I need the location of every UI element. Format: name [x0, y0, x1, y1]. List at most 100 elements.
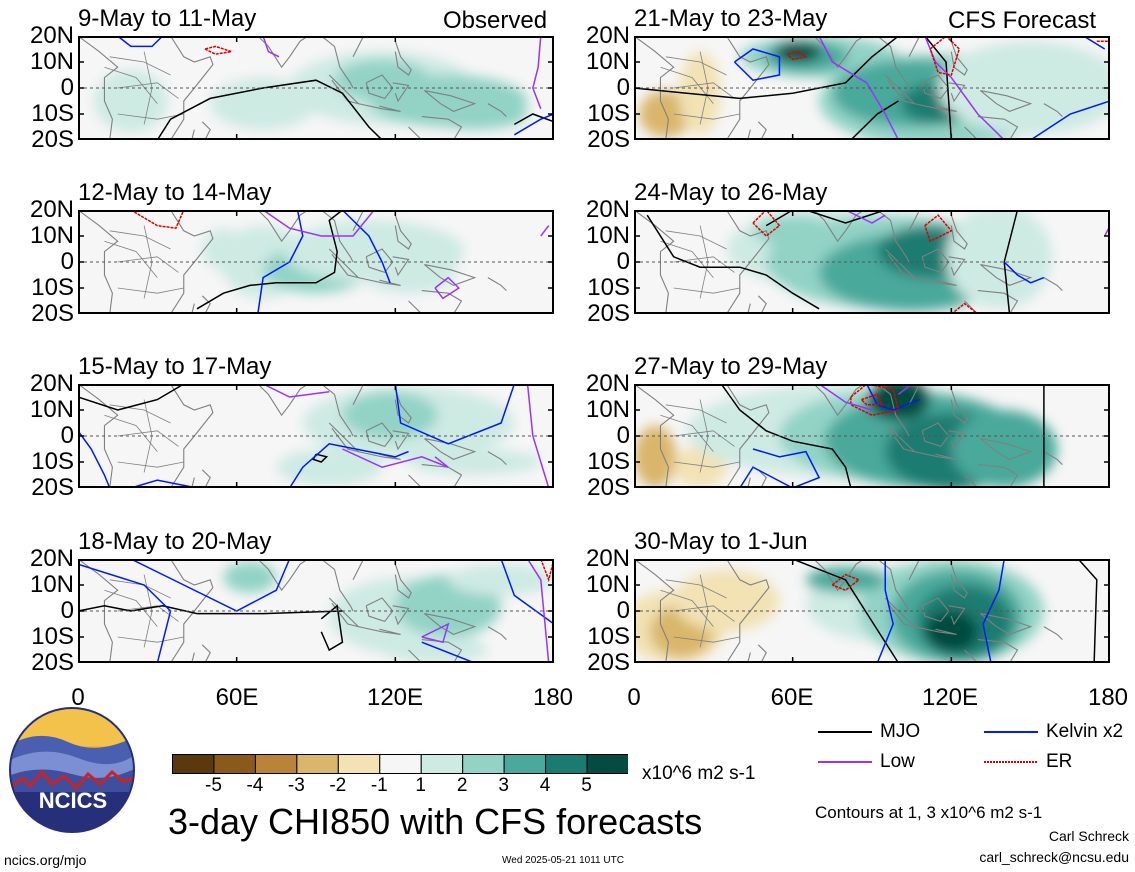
coastline — [392, 256, 410, 277]
coastline — [191, 469, 211, 488]
coastline — [408, 464, 463, 488]
coastline — [908, 36, 921, 58]
colorbar — [172, 754, 628, 774]
coastline — [170, 384, 214, 488]
contour-line — [845, 210, 886, 224]
border-line — [109, 56, 171, 76]
coastline — [78, 384, 119, 488]
coastline — [813, 210, 866, 243]
coastline — [813, 384, 866, 417]
coastline — [170, 210, 214, 314]
contour-line — [860, 393, 884, 406]
y-tick-label: 20N — [29, 196, 74, 223]
x-tick-label: 60E — [215, 684, 259, 711]
colorbar-label: -5 — [205, 775, 222, 796]
contour-line — [739, 448, 821, 488]
coastline — [352, 210, 365, 232]
coastline — [365, 597, 394, 623]
coastline — [950, 564, 968, 599]
contour-line — [78, 605, 343, 615]
coastline — [424, 613, 477, 636]
coastline — [487, 626, 507, 640]
y-tick-label: 0 — [60, 248, 74, 275]
contour-line — [196, 210, 343, 310]
y-tick-label: 0 — [616, 248, 630, 275]
coastline — [921, 597, 950, 623]
contour-line — [78, 563, 172, 663]
coastline — [876, 36, 910, 89]
shade-region — [421, 98, 528, 130]
border-line — [673, 430, 735, 447]
y-tick-label: 20S — [587, 649, 630, 676]
contour-line — [818, 36, 900, 140]
contour-line — [792, 559, 900, 663]
contour-line — [924, 214, 953, 243]
border-line — [117, 430, 179, 447]
y-tick-label: 10S — [587, 448, 630, 475]
site-url: ncics.org/mjo — [4, 852, 87, 868]
contour-line — [341, 210, 391, 284]
coastline — [320, 36, 354, 89]
y-tick-label: 10N — [29, 48, 74, 75]
contour-line — [850, 384, 900, 416]
coastline — [1043, 626, 1063, 640]
coastline — [921, 248, 950, 274]
coastline — [191, 121, 211, 140]
x-tick-label: 0 — [71, 684, 85, 711]
contour-line — [78, 384, 185, 411]
contour-line — [634, 36, 899, 100]
coastline — [948, 430, 966, 451]
shade-region — [924, 611, 978, 653]
coastline — [964, 639, 1019, 663]
coastline — [914, 451, 957, 460]
coastline — [950, 41, 968, 76]
shade-region — [951, 410, 1058, 488]
coastline — [78, 210, 119, 314]
panel-title: 9-May to 11-May — [78, 5, 257, 32]
coastline — [813, 559, 866, 592]
border-line — [117, 461, 184, 468]
contour-line — [929, 36, 961, 76]
legend-mjo: MJO — [880, 721, 921, 742]
y-tick-label: 0 — [616, 74, 630, 101]
contour-line — [130, 479, 198, 488]
y-tick-label: 20N — [29, 22, 74, 49]
logo-text: NCICS — [38, 788, 108, 813]
contour-line — [130, 210, 185, 230]
coastline — [358, 103, 401, 112]
y-tick-label: 10N — [585, 48, 630, 75]
colorbar-box — [586, 754, 628, 774]
coastline — [487, 451, 507, 465]
coastline — [487, 277, 507, 291]
map-panel-svg — [78, 384, 554, 488]
coastline — [365, 422, 394, 448]
contour-line — [540, 225, 550, 237]
panel-title: 24-May to 26-May — [634, 179, 828, 206]
coastline — [914, 626, 957, 635]
colorbar-label: 5 — [581, 775, 592, 796]
y-tick-label: 20N — [585, 545, 630, 572]
contour-note: Contours at 1, 3 x10^6 m2 s-1 — [815, 803, 1043, 822]
y-tick-label: 0 — [60, 74, 74, 101]
coastline — [408, 290, 463, 314]
border-line — [104, 66, 158, 104]
colorbar-box — [379, 754, 422, 774]
shade-region — [382, 637, 488, 663]
map-panel-svg — [634, 384, 1110, 488]
contour-line — [156, 79, 383, 140]
shade-region — [210, 77, 316, 130]
coastline — [876, 210, 910, 263]
contour-line — [850, 100, 899, 140]
y-tick-label: 20S — [587, 474, 630, 501]
y-tick-label: 20S — [31, 649, 74, 676]
coastline — [980, 438, 1033, 461]
coastline — [634, 384, 675, 488]
x-tick-label: 120E — [921, 684, 979, 711]
coastline — [876, 384, 910, 437]
map-panel — [78, 559, 554, 663]
coastline — [634, 210, 675, 314]
map-panel-svg — [78, 36, 554, 140]
contour-line — [320, 604, 344, 652]
border-line — [673, 461, 740, 468]
shade-region — [342, 391, 438, 439]
